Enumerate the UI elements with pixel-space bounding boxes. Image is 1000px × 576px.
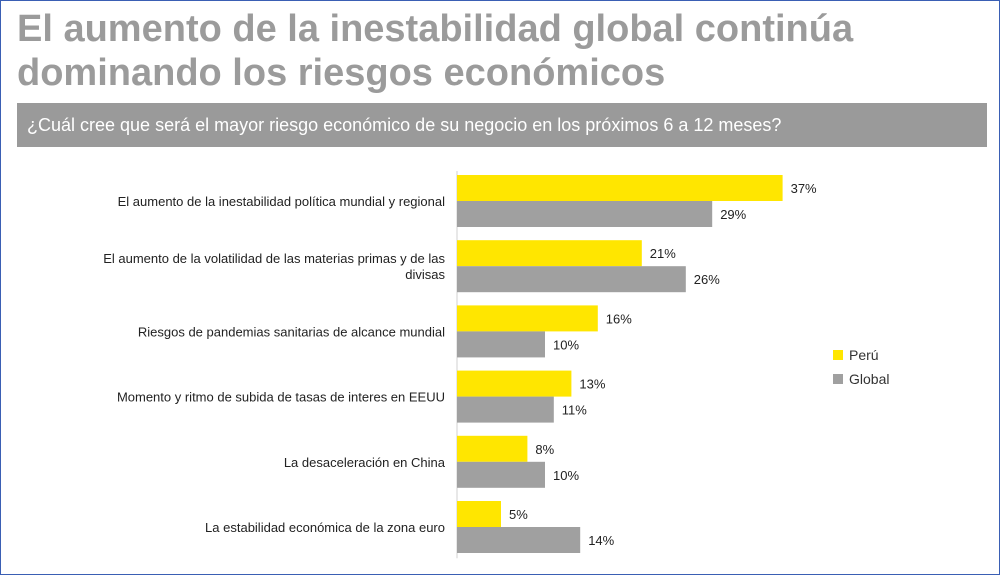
bar-global <box>457 527 581 553</box>
category-label: La estabilidad económica de la zona euro <box>205 520 445 535</box>
bar-peru <box>457 501 501 527</box>
legend-swatch-peru <box>833 350 843 360</box>
data-label-peru: 13% <box>579 377 605 392</box>
bar-peru <box>457 370 572 397</box>
bar-peru <box>457 175 783 201</box>
legend-item-peru: Perú <box>833 343 889 367</box>
bar-peru <box>457 240 642 267</box>
legend-label-global: Global <box>849 371 890 387</box>
data-label-peru: 8% <box>535 442 554 457</box>
bar-global <box>457 331 545 358</box>
data-label-peru: 21% <box>650 246 676 261</box>
category-label: Riesgos de pandemias sanitarias de alcan… <box>138 324 445 339</box>
bar-global <box>457 461 545 488</box>
legend-label-peru: Perú <box>849 347 879 363</box>
legend-swatch-global <box>833 374 843 384</box>
data-label-global: 10% <box>553 468 579 483</box>
category-label: El aumento de la volatilidad de las mate… <box>103 251 445 282</box>
category-label: El aumento de la inestabilidad política … <box>118 194 445 209</box>
chart-legend: Perú Global <box>833 343 889 391</box>
data-label-global: 29% <box>720 207 746 222</box>
data-label-peru: 16% <box>606 311 632 326</box>
category-label: Momento y ritmo de subida de tasas de in… <box>117 390 445 405</box>
question-banner: ¿Cuál cree que será el mayor riesgo econ… <box>17 103 987 147</box>
data-label-global: 14% <box>588 533 614 548</box>
data-label-global: 10% <box>553 337 579 352</box>
category-label: La desaceleración en China <box>284 455 446 470</box>
legend-item-global: Global <box>833 367 889 391</box>
survey-question: ¿Cuál cree que será el mayor riesgo econ… <box>27 115 782 135</box>
data-label-peru: 5% <box>509 507 528 522</box>
bar-peru <box>457 305 598 332</box>
bar-peru <box>457 435 528 462</box>
bar-global <box>457 201 713 227</box>
data-label-global: 26% <box>694 272 720 287</box>
bar-global <box>457 266 686 293</box>
data-label-peru: 37% <box>791 181 817 196</box>
data-label-global: 11% <box>562 403 587 418</box>
bar-global <box>457 396 554 423</box>
slide-title: El aumento de la inestabilidad global co… <box>17 8 854 94</box>
